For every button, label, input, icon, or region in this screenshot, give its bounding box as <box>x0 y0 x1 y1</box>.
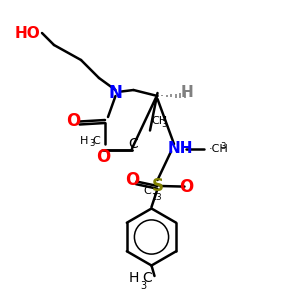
Text: O: O <box>179 178 193 196</box>
Text: H: H <box>181 85 194 100</box>
Text: 3: 3 <box>220 142 226 151</box>
Text: HO: HO <box>14 26 40 40</box>
Text: O: O <box>96 148 111 166</box>
Text: 3: 3 <box>140 281 146 291</box>
Text: O: O <box>125 171 139 189</box>
Text: C: C <box>142 271 152 284</box>
Text: H: H <box>129 271 140 284</box>
Text: NH: NH <box>167 141 193 156</box>
Text: 13: 13 <box>151 193 161 202</box>
Text: H: H <box>80 136 88 146</box>
Text: 3: 3 <box>161 120 167 129</box>
Text: C: C <box>143 185 151 196</box>
Text: CH: CH <box>152 116 168 126</box>
Text: C: C <box>92 136 100 146</box>
Text: C: C <box>129 137 138 151</box>
Text: S: S <box>152 177 164 195</box>
Text: N: N <box>109 84 122 102</box>
Text: 3: 3 <box>89 139 95 148</box>
Text: O: O <box>66 112 81 130</box>
Text: ·CH: ·CH <box>208 143 228 154</box>
